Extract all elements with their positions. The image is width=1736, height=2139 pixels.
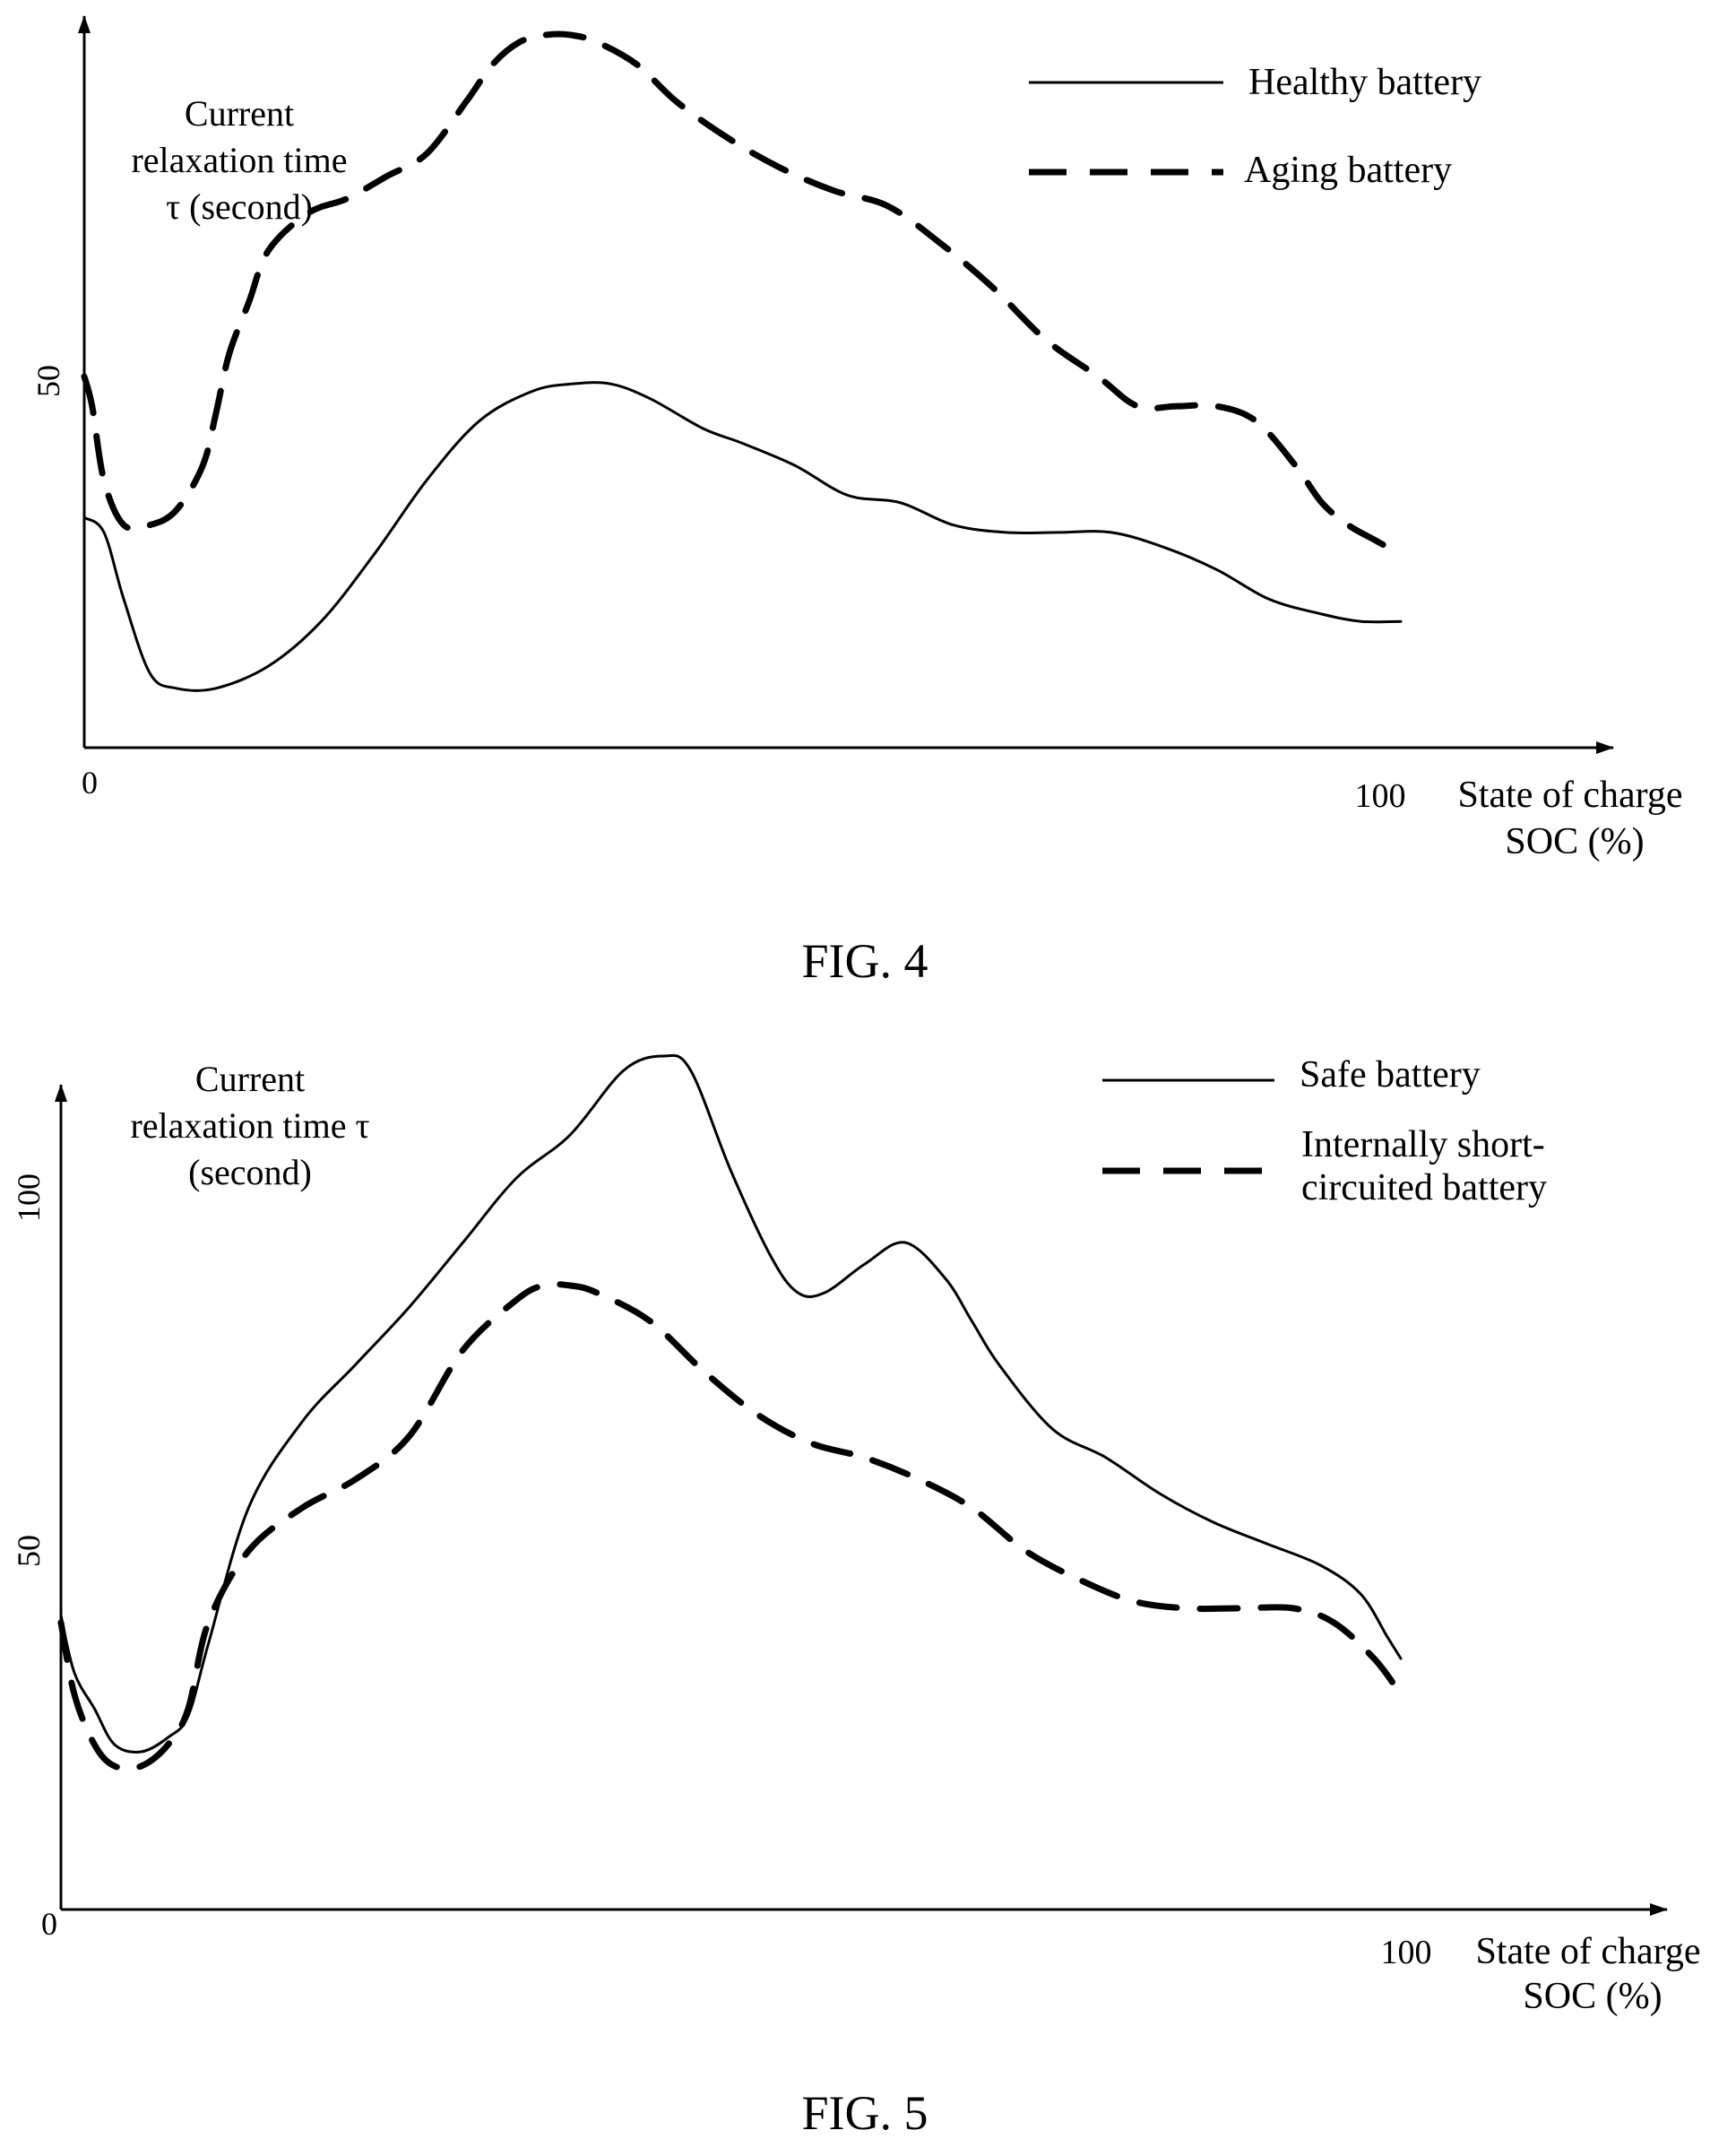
- fig5-ylabel-line-2: relaxation time τ: [130, 1105, 369, 1146]
- fig4-x-tick-0: 0: [82, 765, 98, 801]
- fig4-legend: Healthy battery Aging battery: [1029, 62, 1481, 191]
- fig5-figure-label: FIG. 5: [801, 2086, 928, 2139]
- fig5-ylabel-line-3: (second): [188, 1152, 312, 1192]
- fig4-legend-label-healthy: Healthy battery: [1248, 62, 1481, 103]
- fig5-xlabel-line-1: State of charge: [1475, 1931, 1700, 1972]
- fig5-legend-label-safe: Safe battery: [1300, 1054, 1481, 1095]
- fig4-chart: Current relaxation time τ (second) 50 0 …: [30, 16, 1683, 988]
- fig4-xlabel-line-1: State of charge: [1457, 775, 1682, 816]
- fig5-x-tick-0: 0: [41, 1906, 57, 1942]
- fig4-figure-label: FIG. 4: [801, 934, 928, 988]
- fig4-ylabel-line-3: τ (second): [166, 186, 313, 227]
- fig4-legend-label-aging: Aging battery: [1244, 150, 1452, 191]
- fig5-legend-label-short-line-2: circuited battery: [1301, 1167, 1547, 1208]
- fig5-xlabel-line-2: SOC (%): [1523, 1976, 1662, 2017]
- fig5-y-tick-100: 100: [11, 1173, 47, 1222]
- fig4-xlabel-line-2: SOC (%): [1505, 821, 1644, 862]
- fig5-legend-label-short-line-1: Internally short-: [1301, 1124, 1545, 1165]
- fig4-y-tick-50: 50: [30, 365, 66, 397]
- fig4-x-tick-100: 100: [1355, 777, 1406, 815]
- fig4-series-healthy-line: [84, 383, 1401, 691]
- fig5-y-tick-50: 50: [11, 1535, 47, 1567]
- fig5-series-short-circuited-line: [61, 1284, 1401, 1769]
- fig4-ylabel-line-2: relaxation time: [131, 140, 347, 180]
- fig5-x-tick-100: 100: [1381, 1934, 1432, 1971]
- fig4-ylabel-line-1: Current: [185, 93, 294, 134]
- fig5-ylabel-line-1: Current: [195, 1059, 305, 1099]
- fig5-legend: Safe battery Internally short- circuited…: [1102, 1054, 1547, 1208]
- fig5-chart: Current relaxation time τ (second) 50 10…: [11, 1054, 1701, 2139]
